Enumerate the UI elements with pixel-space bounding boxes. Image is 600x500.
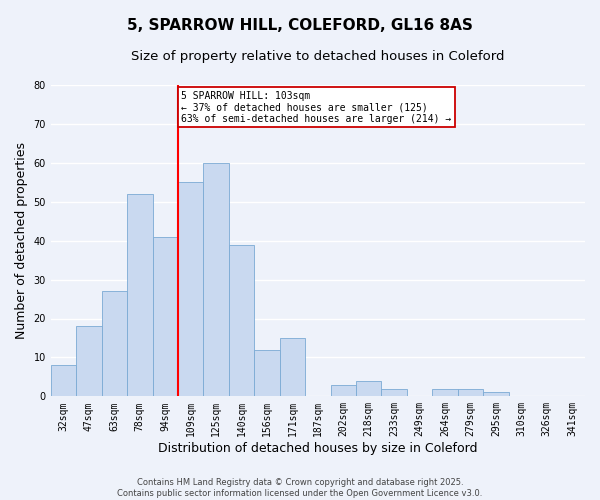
Bar <box>433 388 458 396</box>
Y-axis label: Number of detached properties: Number of detached properties <box>15 142 28 339</box>
Bar <box>483 392 509 396</box>
Title: Size of property relative to detached houses in Coleford: Size of property relative to detached ho… <box>131 50 505 63</box>
Bar <box>458 388 483 396</box>
Text: Contains HM Land Registry data © Crown copyright and database right 2025.
Contai: Contains HM Land Registry data © Crown c… <box>118 478 482 498</box>
Bar <box>356 381 382 396</box>
Bar <box>280 338 305 396</box>
Bar <box>331 384 356 396</box>
Bar <box>101 292 127 397</box>
Bar <box>203 163 229 396</box>
Text: 5, SPARROW HILL, COLEFORD, GL16 8AS: 5, SPARROW HILL, COLEFORD, GL16 8AS <box>127 18 473 32</box>
Text: 5 SPARROW HILL: 103sqm
← 37% of detached houses are smaller (125)
63% of semi-de: 5 SPARROW HILL: 103sqm ← 37% of detached… <box>181 91 451 124</box>
Bar <box>382 388 407 396</box>
Bar <box>152 237 178 396</box>
Bar <box>229 244 254 396</box>
Bar <box>51 365 76 396</box>
X-axis label: Distribution of detached houses by size in Coleford: Distribution of detached houses by size … <box>158 442 478 455</box>
Bar <box>178 182 203 396</box>
Bar <box>76 326 101 396</box>
Bar <box>254 350 280 397</box>
Bar <box>127 194 152 396</box>
